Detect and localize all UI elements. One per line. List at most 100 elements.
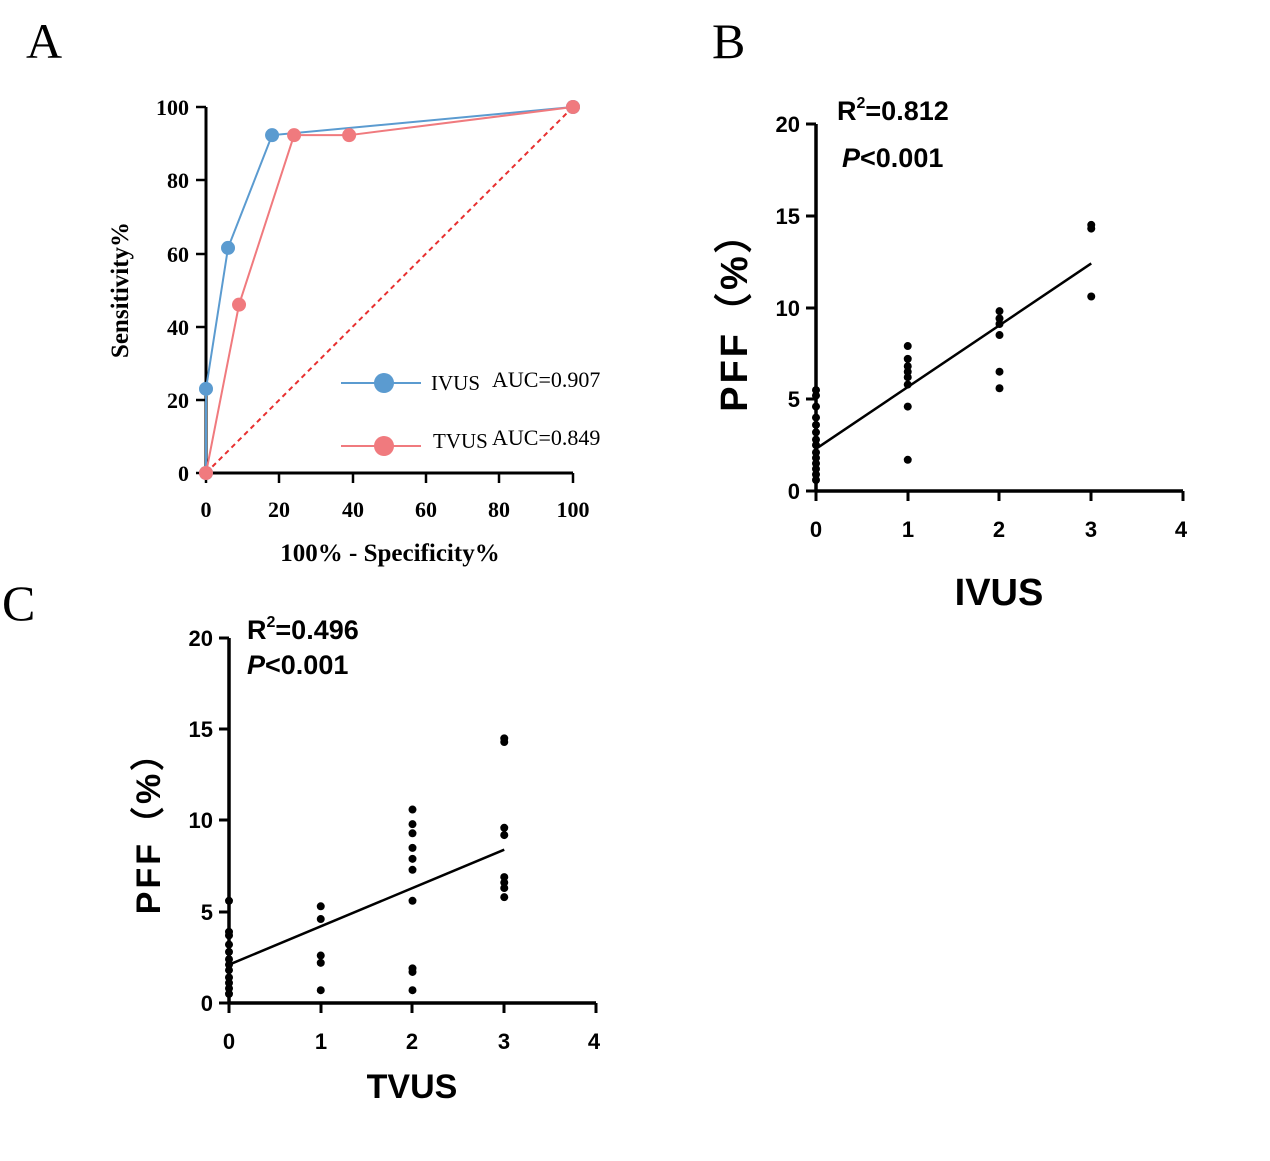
panel-c-xtick-label: 0	[223, 1029, 235, 1054]
roc-point-tvus	[199, 466, 213, 480]
panel-c-ytick-label: 0	[201, 991, 213, 1016]
panel-b-data-point	[812, 420, 820, 429]
roc-point-tvus	[232, 297, 247, 312]
panel-b-label: B	[712, 13, 745, 69]
panel-c-p-annotation: P<0.001	[247, 650, 348, 680]
panel-a-plot-area	[199, 100, 580, 480]
panel-b-data-point	[903, 354, 912, 363]
panel-c-data-point	[500, 823, 509, 832]
panel-b-xtick-label: 1	[902, 517, 914, 542]
panel-c-ytick-label: 15	[189, 717, 213, 742]
panel-a-ytick-label: 100	[156, 95, 189, 120]
panel-b-data-point	[812, 428, 820, 437]
panel-a-ytick-label: 40	[167, 315, 189, 340]
panel-c-data-point	[225, 973, 233, 982]
panel-c-data-point	[225, 989, 233, 998]
roc-point-tvus	[342, 128, 357, 143]
panel-c-data-point	[500, 873, 509, 882]
legend-ivus-marker	[374, 373, 394, 393]
panel-b-data-point	[903, 402, 912, 411]
legend-tvus-auc: AUC=0.849	[492, 425, 600, 450]
panel-b-data-point	[812, 386, 820, 395]
panel-a-xtick-label: 40	[342, 497, 364, 522]
panel-c-data-point	[408, 865, 417, 874]
panel-c-data-point	[225, 978, 233, 987]
panel-a-roc-chart: A 0 20 40 60 80 100 0 20 40 60 80	[26, 13, 600, 567]
panel-b-ytick-label: 5	[788, 387, 800, 412]
panel-c-data-point	[316, 958, 325, 967]
panel-b-data-point	[903, 455, 912, 464]
panel-b-data-point	[903, 373, 912, 382]
panel-c-data-point	[316, 951, 325, 960]
panel-c-data-point	[500, 884, 509, 893]
panel-b-data-point	[812, 453, 820, 462]
panel-b-ytick-label: 15	[776, 204, 800, 229]
panel-b-data-point	[812, 475, 820, 484]
panel-c-data-point	[408, 896, 417, 905]
panel-a-ytick-label: 80	[167, 168, 189, 193]
panel-b-data-point	[812, 448, 820, 457]
panel-a-ytick-label: 20	[167, 388, 189, 413]
panel-b-plot-area	[812, 220, 1096, 484]
panel-b-data-point	[812, 413, 820, 422]
panel-b-data-point	[995, 384, 1004, 393]
roc-point-tvus	[287, 128, 302, 143]
panel-c-data-point	[408, 820, 417, 829]
panel-c-ytick-label: 10	[189, 808, 213, 833]
panel-a-x-axis-title: 100% - Specificity%	[280, 540, 499, 567]
panel-b-data-point	[1087, 220, 1096, 229]
panel-a-ytick-label: 0	[178, 461, 189, 486]
panel-b-xtick-label: 4	[1175, 517, 1188, 542]
legend-ivus-auc: AUC=0.907	[492, 367, 600, 392]
roc-point-ivus	[221, 240, 236, 255]
panel-c-xtick-label: 3	[498, 1029, 510, 1054]
panel-b-regression-line	[815, 262, 1092, 450]
panel-c-data-point	[225, 947, 233, 956]
panel-c-data-point	[500, 893, 509, 902]
panel-c-label: C	[2, 575, 35, 631]
panel-c-xtick-label: 2	[406, 1029, 418, 1054]
panel-b-data-point	[812, 391, 820, 400]
panel-b-xtick-label: 2	[993, 517, 1005, 542]
panel-b-data-point	[812, 435, 820, 444]
panel-a-xtick-label: 60	[415, 497, 437, 522]
panel-a-xtick-label: 100	[557, 497, 590, 522]
roc-point-ivus	[199, 381, 213, 396]
panel-c-data-point	[225, 966, 233, 975]
panel-b-p-annotation: P<0.001	[842, 143, 943, 173]
panel-c-data-point	[408, 829, 417, 838]
panel-c-data-point	[408, 964, 417, 973]
panel-b-stats: R2=0.812 P<0.001	[837, 95, 949, 173]
legend-tvus-name: TVUS	[433, 429, 488, 453]
panel-c-data-point	[225, 896, 233, 905]
roc-point-ivus	[265, 128, 280, 143]
panel-b-data-point	[812, 470, 820, 479]
panel-b-data-point	[903, 362, 912, 371]
panel-b-data-point	[995, 307, 1004, 316]
panel-a-y-axis-title: Sensitivity%	[107, 222, 134, 358]
panel-c-data-point	[408, 986, 417, 995]
panel-c-data-point	[225, 955, 233, 964]
legend-ivus-name: IVUS	[431, 371, 480, 395]
panel-c-x-axis-title: TVUS	[367, 1068, 458, 1106]
panel-a-xtick-label: 0	[201, 497, 212, 522]
panel-c-ytick-label: 5	[201, 900, 213, 925]
panel-c-regression-line	[228, 848, 505, 966]
panel-b-y-axis-title: PFF（%）	[714, 212, 756, 412]
panel-c-data-point	[408, 854, 417, 863]
panel-c-ytick-label: 20	[189, 626, 213, 651]
panel-c-data-point	[500, 831, 509, 840]
panel-c-data-point	[500, 878, 509, 887]
panel-c-plot-area	[225, 734, 509, 998]
panel-b-data-point	[903, 367, 912, 376]
panel-b-scatter-chart: B 0 5 10 15 20 0 1 2 3 4 IVUS PFF（%）	[712, 13, 1188, 614]
panel-a-label: A	[26, 13, 62, 69]
panel-b-xtick-label: 0	[810, 517, 822, 542]
panel-b-ytick-label: 0	[788, 479, 800, 504]
legend-tvus-marker	[374, 436, 394, 456]
panel-a-legend: IVUS AUC=0.907 TVUS AUC=0.849	[341, 367, 600, 456]
panel-b-data-point	[995, 367, 1004, 376]
panel-c-y-axis-title: PFF（%）	[129, 734, 168, 914]
panel-c-stats: R2=0.496 P<0.001	[247, 614, 359, 680]
